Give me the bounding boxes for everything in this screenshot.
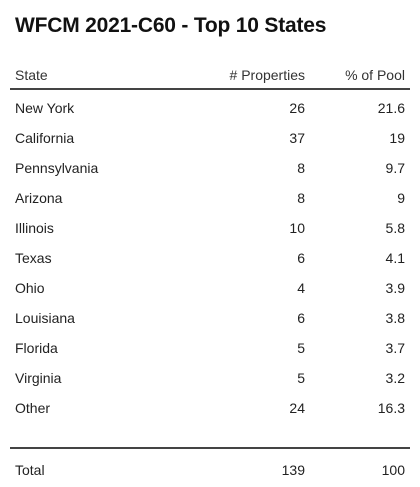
state-cell: Other: [15, 400, 51, 416]
total-divider: [10, 447, 410, 449]
state-cell: Texas: [15, 250, 52, 266]
state-cell: New York: [15, 100, 75, 116]
states-table: State # Properties % of Pool New York 26 2…: [10, 62, 410, 485]
pct-of-pool-cell: 3.7: [385, 340, 405, 356]
table-row: Florida 5 3.7: [10, 333, 410, 363]
properties-cell: 6: [297, 250, 305, 266]
table-row: Louisiana 6 3.8: [10, 303, 410, 333]
state-cell: Ohio: [15, 280, 45, 296]
table-row: California 37 19: [10, 123, 410, 153]
state-cell: California: [15, 130, 75, 146]
properties-cell: 10: [289, 220, 305, 236]
table-title: WFCM 2021-C60 - Top 10 States: [15, 14, 327, 37]
properties-cell: 24: [289, 400, 305, 416]
properties-cell: 6: [297, 310, 305, 326]
table-spacer: [10, 423, 410, 447]
pct-of-pool-cell: 5.8: [385, 220, 405, 236]
table-row: Ohio 4 3.9: [10, 273, 410, 303]
state-cell: Virginia: [15, 370, 62, 386]
total-properties: 139: [281, 462, 305, 478]
total-row: Total 139 100: [10, 455, 410, 485]
table-row: Illinois 10 5.8: [10, 213, 410, 243]
properties-cell: 5: [297, 370, 305, 386]
table-row: Arizona 8 9: [10, 183, 410, 213]
total-label: Total: [15, 462, 45, 478]
pct-of-pool-cell: 16.3: [377, 400, 405, 416]
state-cell: Arizona: [15, 190, 63, 206]
pct-of-pool-cell: 9: [397, 190, 405, 206]
pct-of-pool-cell: 3.9: [385, 280, 405, 296]
header-state: State: [15, 67, 48, 83]
pct-of-pool-cell: 3.2: [385, 370, 405, 386]
pct-of-pool-cell: 21.6: [377, 100, 405, 116]
properties-cell: 26: [289, 100, 305, 116]
state-cell: Florida: [15, 340, 58, 356]
table-body: New York 26 21.6 California 37 19 Pennsylvania…: [10, 93, 410, 423]
properties-cell: 37: [289, 130, 305, 146]
state-cell: Pennsylvania: [15, 160, 99, 176]
table-header: State # Properties % of Pool: [10, 62, 410, 90]
properties-cell: 8: [297, 160, 305, 176]
header-properties: # Properties: [229, 67, 305, 83]
properties-cell: 8: [297, 190, 305, 206]
header-pct-of-pool: % of Pool: [345, 67, 405, 83]
total-pct: 100: [381, 462, 405, 478]
properties-cell: 4: [297, 280, 305, 296]
table-row: Pennsylvania 8 9.7: [10, 153, 410, 183]
state-cell: Illinois: [15, 220, 54, 236]
table-row: Other 24 16.3: [10, 393, 410, 423]
table-row: New York 26 21.6: [10, 93, 410, 123]
pct-of-pool-cell: 4.1: [385, 250, 405, 266]
properties-cell: 5: [297, 340, 305, 356]
pct-of-pool-cell: 3.8: [385, 310, 405, 326]
state-cell: Louisiana: [15, 310, 75, 326]
table-row: Texas 6 4.1: [10, 243, 410, 273]
pct-of-pool-cell: 9.7: [385, 160, 405, 176]
pct-of-pool-cell: 19: [389, 130, 405, 146]
table-row: Virginia 5 3.2: [10, 363, 410, 393]
